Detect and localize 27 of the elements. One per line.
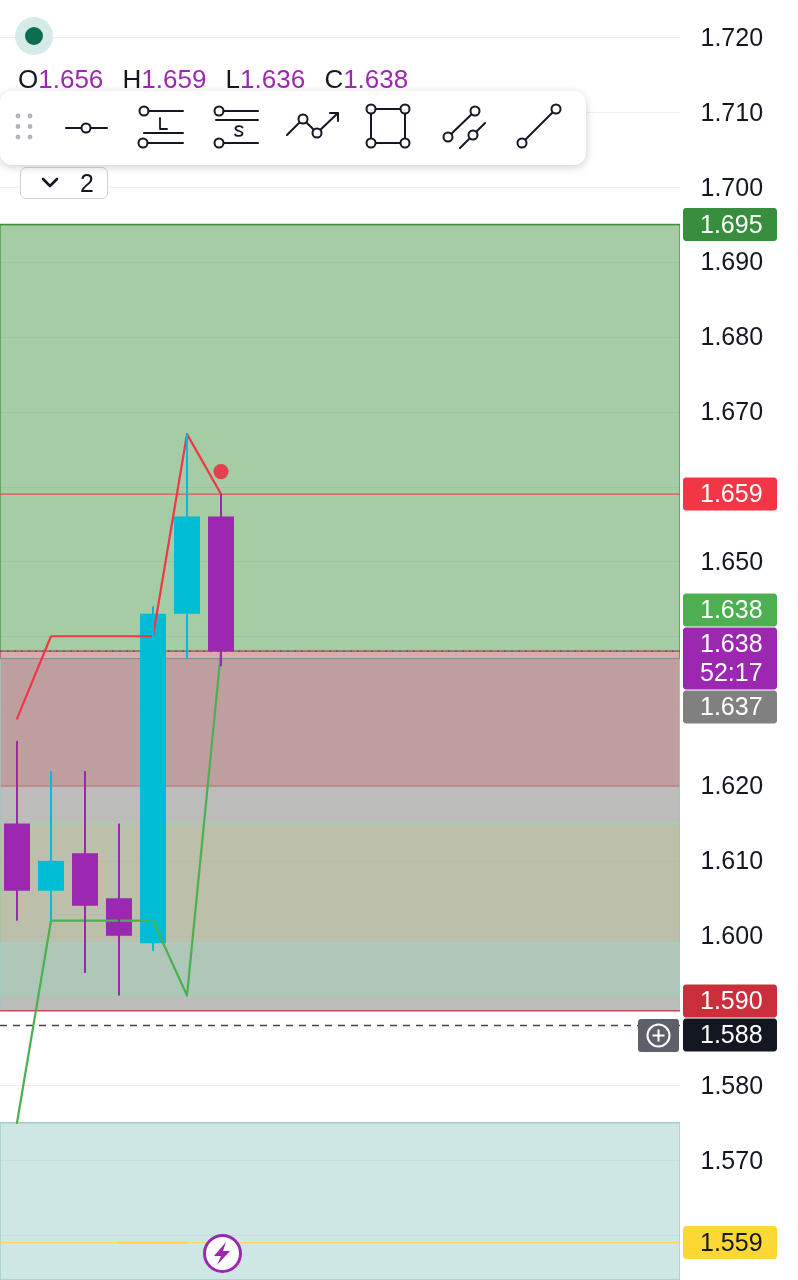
y-tick-label: 1.600 xyxy=(700,921,764,950)
text: O1.656 H1.659 L1.636 C1.638 xyxy=(18,64,409,94)
ref-line-label: 1.588 xyxy=(700,1020,763,1049)
y-tick-label: 1.650 xyxy=(700,546,764,575)
y-tick-label: 1.580 xyxy=(700,1070,764,1099)
ref-line-label: 1.590 xyxy=(700,986,763,1015)
candlestick xyxy=(72,769,98,975)
candlestick xyxy=(4,740,30,922)
candlestick xyxy=(38,769,64,922)
y-tick-label: 1.690 xyxy=(700,247,764,276)
y-tick-label: 1.680 xyxy=(700,322,764,351)
candlestick xyxy=(140,605,166,952)
ref-line-label: 1.559 xyxy=(700,1227,763,1256)
y-tick-label: 1.670 xyxy=(700,397,764,426)
ref-line-label: 1.637 xyxy=(700,692,763,721)
candlestick xyxy=(174,433,200,660)
y-tick-label: 1.700 xyxy=(700,172,764,201)
y-tick-label: 1.610 xyxy=(700,846,764,875)
annotation: 2 xyxy=(80,168,94,199)
ref-line-label: 1.638 52:17 xyxy=(700,629,763,687)
ref-line-label: 1.638 xyxy=(700,595,763,624)
ref-line-label: 1.695 xyxy=(700,209,763,238)
ref-line-label: 1.659 xyxy=(700,479,763,508)
y-tick-label: 1.620 xyxy=(700,771,764,800)
y-tick-label: 1.720 xyxy=(700,22,764,51)
y-tick-label: 1.710 xyxy=(700,97,764,126)
y-tick-label: 1.570 xyxy=(700,1145,764,1174)
